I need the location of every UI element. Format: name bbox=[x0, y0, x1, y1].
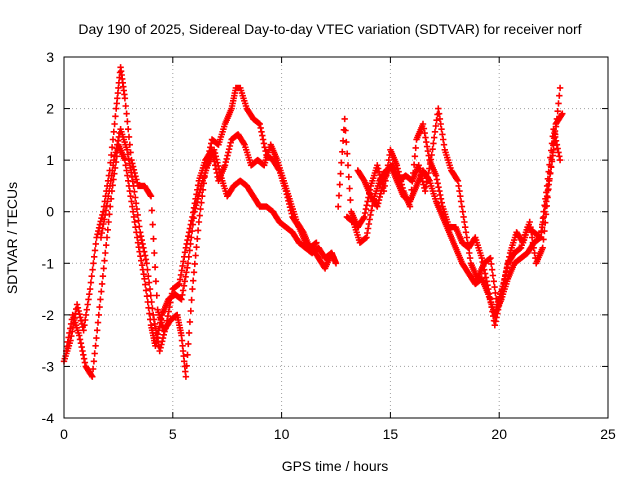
y-tick-label: 2 bbox=[46, 101, 54, 117]
y-tick-label: 3 bbox=[46, 49, 54, 65]
x-axis-label: GPS time / hours bbox=[282, 458, 389, 474]
plot-frame bbox=[63, 56, 609, 419]
chart-title: Day 190 of 2025, Sidereal Day-to-day VTE… bbox=[78, 21, 581, 37]
x-tick-label: 0 bbox=[60, 426, 68, 442]
y-axis-label: SDTVAR / TECUs bbox=[4, 182, 20, 294]
x-tick-label: 10 bbox=[274, 426, 290, 442]
y-tick-label: -3 bbox=[42, 358, 55, 374]
y-tick-label: -1 bbox=[42, 255, 55, 271]
series-markers bbox=[354, 126, 564, 319]
data-series bbox=[60, 64, 566, 380]
x-tick-label: 20 bbox=[491, 426, 507, 442]
axis-ticks: 0 5 10 15 20 25 -4 -3 -2 -1 0 1 2 3 bbox=[42, 49, 616, 442]
y-tick-label: -2 bbox=[42, 307, 55, 323]
y-tick-label: 1 bbox=[46, 152, 54, 168]
x-tick-label: 15 bbox=[383, 426, 399, 442]
series-markers bbox=[97, 126, 320, 355]
x-tick-label: 5 bbox=[169, 426, 177, 442]
y-tick-label: -4 bbox=[42, 410, 55, 426]
y-tick-label: 0 bbox=[46, 204, 54, 220]
x-tick-label: 25 bbox=[600, 426, 616, 442]
